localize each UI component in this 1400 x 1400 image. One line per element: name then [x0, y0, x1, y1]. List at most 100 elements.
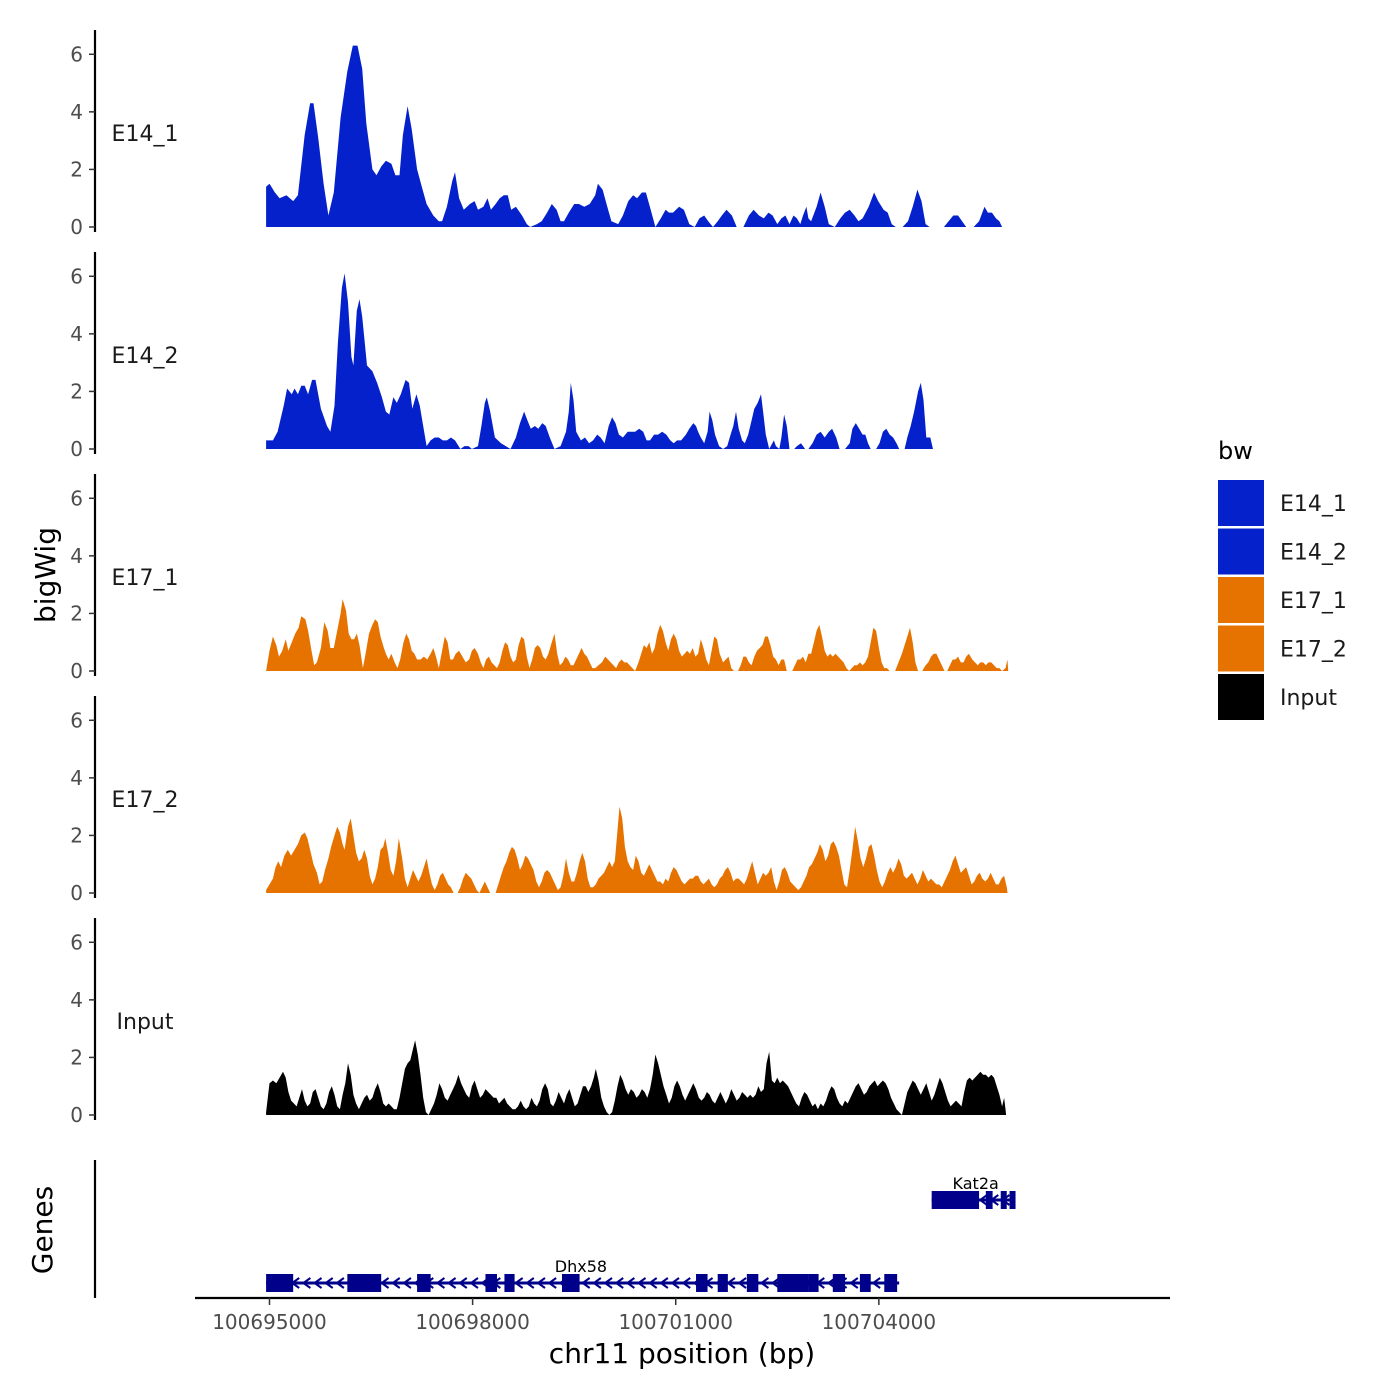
x-tick-label: 100701000 [618, 1310, 733, 1334]
strand-arrow [435, 1277, 446, 1289]
y-tick-label: 2 [70, 1045, 83, 1069]
y-tick-label: 0 [70, 1103, 83, 1127]
legend-label: Input [1280, 686, 1337, 711]
strand-arrow [335, 1277, 345, 1289]
gene-exon [485, 1274, 497, 1292]
y-tick-label: 0 [70, 437, 83, 461]
gene-exon [266, 1274, 294, 1292]
y-tick-label: 6 [70, 708, 83, 732]
strand-arrow [580, 1277, 591, 1289]
y-tick-label: 0 [70, 881, 83, 905]
x-tick-label: 100695000 [212, 1310, 327, 1334]
strand-arrow [536, 1277, 546, 1289]
strand-arrow [759, 1277, 770, 1289]
bigwig-tracks: 0 2 4 6 E14_1 0 2 4 6 E14_2 0 2 4 6 E17_1 0 2 4 6 E17_2 0 2 4 6… [70, 30, 1009, 1127]
x-tick-label: 100698000 [415, 1310, 530, 1334]
gene-exon [884, 1274, 898, 1292]
signal-area [266, 273, 936, 449]
gene-track: Dhx58 Kat2a [93, 1160, 1016, 1298]
gene-exon [1009, 1191, 1016, 1209]
legend-title: bw [1218, 437, 1253, 465]
signal-area [266, 599, 1009, 671]
y-tick-label: 0 [70, 215, 83, 239]
strand-arrow [647, 1277, 658, 1289]
y-tick-label: 2 [70, 823, 83, 847]
gene-exon [746, 1274, 759, 1292]
y-tick-label: 6 [70, 930, 83, 954]
strand-arrow [978, 1194, 988, 1206]
y-axis-title: bigWig [29, 527, 62, 623]
legend-label: E14_1 [1280, 492, 1347, 517]
gene-exon [931, 1191, 980, 1209]
strand-arrow [770, 1277, 781, 1289]
legend-key [1218, 528, 1264, 575]
signal-area [266, 45, 1008, 227]
strand-arrow [603, 1277, 613, 1289]
strand-arrow [659, 1277, 669, 1289]
strand-arrow [726, 1277, 736, 1289]
y-tick-label: 2 [70, 601, 83, 625]
strand-arrow [670, 1277, 680, 1289]
legend-label: E17_2 [1280, 638, 1347, 663]
x-axis: 100695000 100698000 100701000 100704000 [195, 1296, 1170, 1334]
y-tick-label: 4 [70, 100, 83, 124]
gene-exon [859, 1274, 871, 1292]
legend-key [1218, 625, 1264, 672]
strand-arrow [312, 1277, 323, 1289]
track-label: Input [117, 1010, 174, 1035]
strand-arrow [614, 1277, 624, 1289]
y-tick-label: 4 [70, 544, 83, 568]
strand-arrow [547, 1277, 557, 1289]
y-tick-label: 6 [70, 264, 83, 288]
strand-arrow [458, 1277, 468, 1289]
legend-key [1218, 674, 1264, 720]
track-label: E14_2 [112, 344, 179, 369]
x-axis-title: chr11 position (bp) [549, 1337, 815, 1370]
strand-arrow [446, 1277, 457, 1289]
gene-exon [561, 1274, 580, 1292]
strand-arrow [871, 1277, 881, 1289]
y-tick-label: 0 [70, 659, 83, 683]
y-tick-label: 2 [70, 157, 83, 181]
gene-label: Dhx58 [555, 1257, 607, 1276]
legend-label: E14_2 [1280, 541, 1347, 566]
strand-arrow [737, 1277, 747, 1289]
gene-exon [832, 1274, 845, 1292]
gene-exon [808, 1274, 819, 1292]
y-tick-label: 6 [70, 42, 83, 66]
gene-exon [504, 1274, 515, 1292]
strand-arrow [379, 1277, 390, 1289]
gene-exon [347, 1274, 382, 1292]
y-tick-label: 6 [70, 486, 83, 510]
strand-arrow [402, 1277, 412, 1289]
y-tick-label: 4 [70, 766, 83, 790]
strand-arrow [592, 1277, 602, 1289]
strand-arrow [301, 1277, 311, 1289]
strand-arrow [625, 1277, 635, 1289]
track-e17-1: 0 2 4 6 E17_1 [70, 474, 1009, 683]
gene-label: Kat2a [953, 1174, 999, 1193]
x-tick-label: 100704000 [822, 1310, 937, 1334]
genes-axis-title: Genes [26, 1186, 59, 1274]
gene-exon [696, 1274, 708, 1292]
strand-arrow [324, 1277, 334, 1289]
gene-kat2a: Kat2a [931, 1174, 1016, 1209]
signal-area [266, 806, 1008, 893]
strand-arrow [391, 1277, 401, 1289]
track-e14-1: 0 2 4 6 E14_1 [70, 30, 1008, 239]
strand-arrow [525, 1277, 535, 1289]
gene-exon [717, 1274, 728, 1292]
y-tick-label: 4 [70, 988, 83, 1012]
strand-arrow [681, 1277, 691, 1289]
gene-exon [985, 1191, 993, 1209]
signal-area [266, 1040, 1007, 1115]
track-label: E14_1 [112, 122, 179, 147]
legend: bw E14_1 E14_2 E17_1 E17_2 Input [1218, 437, 1347, 720]
legend-key [1218, 480, 1264, 526]
strand-arrow [469, 1277, 479, 1289]
strand-arrow [636, 1277, 647, 1289]
track-input: 0 2 4 6 Input [70, 918, 1007, 1127]
track-label: E17_2 [112, 788, 179, 813]
strand-arrow [513, 1277, 524, 1289]
